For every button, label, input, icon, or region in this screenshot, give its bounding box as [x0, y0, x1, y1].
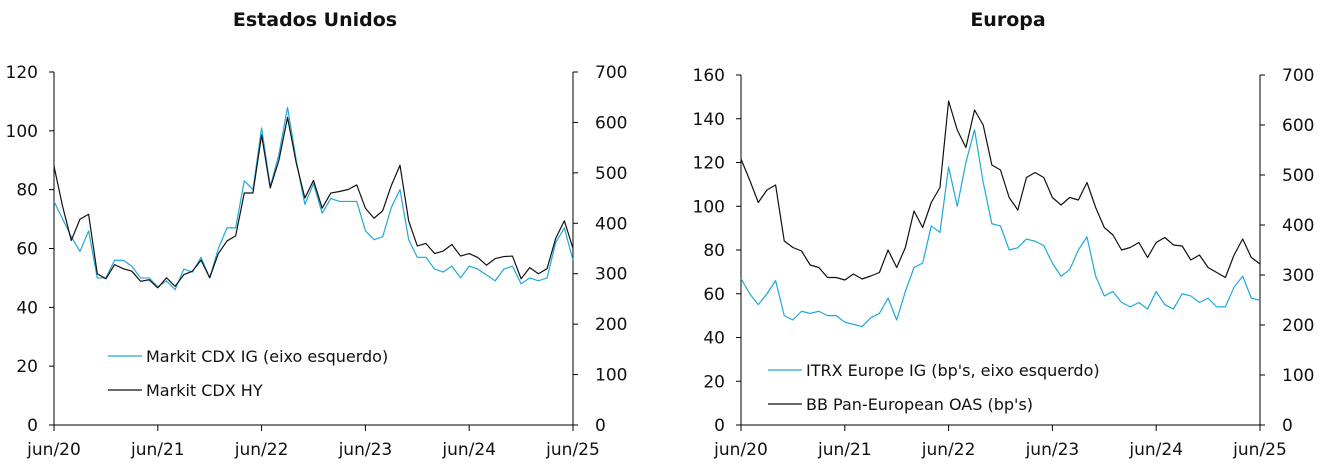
legend-label: Markit CDX IG (eixo esquerdo) [146, 347, 388, 366]
left-tick-label: 100 [6, 122, 38, 142]
left-tick-label: 140 [693, 110, 725, 130]
right-tick-label: 700 [595, 63, 627, 83]
x-tick-label: jun/24 [441, 440, 496, 460]
left-tick-label: 120 [6, 63, 38, 83]
series-line-right-axis [53, 116, 574, 289]
right-tick-label: 400 [1282, 216, 1314, 236]
left-tick-label: 160 [693, 66, 725, 86]
series-line-right-axis [740, 100, 1261, 281]
left-tick-label: 80 [703, 241, 725, 261]
right-tick-label: 500 [1282, 166, 1314, 186]
left-tick-label: 100 [693, 197, 725, 217]
left-tick-label: 20 [703, 372, 725, 392]
x-tick-label: jun/23 [338, 440, 393, 460]
right-tick-label: 100 [1282, 366, 1314, 386]
chart-2: Europa 0 20 40 60 80 100 120 140 160 0 100 200 300 400… [693, 9, 1315, 460]
x-tick-label: jun/22 [921, 440, 976, 460]
left-tick-label: 0 [27, 416, 38, 436]
right-tick-label: 300 [595, 265, 627, 285]
left-tick-label: 80 [16, 181, 38, 201]
x-tick-label: jun/23 [1025, 440, 1080, 460]
right-tick-label: 200 [1282, 316, 1314, 336]
right-tick-label: 600 [595, 113, 627, 133]
legend-label: Markit CDX HY [146, 381, 263, 400]
x-tick-label: jun/25 [1232, 440, 1287, 460]
x-tick-label: jun/20 [713, 440, 768, 460]
right-tick-label: 700 [1282, 66, 1314, 86]
series-line-left-axis [53, 106, 574, 291]
x-tick-label: jun/21 [130, 440, 185, 460]
right-tick-label: 200 [595, 315, 627, 335]
left-tick-label: 60 [703, 285, 725, 305]
right-tick-label: 100 [595, 366, 627, 386]
left-tick-label: 20 [16, 357, 38, 377]
left-tick-label: 60 [16, 240, 38, 260]
right-tick-label: 400 [595, 214, 627, 234]
left-tick-label: 40 [16, 298, 38, 318]
legend-label: ITRX Europe IG (bp's, eixo esquerdo) [806, 361, 1100, 380]
x-tick-label: jun/21 [817, 440, 872, 460]
right-tick-label: 0 [595, 416, 606, 436]
legend-label: BB Pan-European OAS (bp's) [806, 395, 1033, 414]
chart-1: Estados Unidos 0 20 40 60 80 100 120 0 100 200 300 4… [6, 9, 628, 460]
x-tick-label: jun/20 [26, 440, 81, 460]
right-tick-label: 600 [1282, 116, 1314, 136]
x-tick-label: jun/25 [545, 440, 600, 460]
series-line-left-axis [740, 129, 1261, 328]
right-tick-label: 300 [1282, 266, 1314, 286]
right-tick-label: 500 [595, 164, 627, 184]
chart-title: Europa [970, 9, 1045, 31]
x-tick-label: jun/24 [1128, 440, 1183, 460]
x-tick-label: jun/22 [234, 440, 289, 460]
left-tick-label: 0 [714, 416, 725, 436]
right-tick-label: 0 [1282, 416, 1293, 436]
left-tick-label: 120 [693, 154, 725, 174]
left-tick-label: 40 [703, 329, 725, 349]
chart-title: Estados Unidos [233, 9, 397, 31]
